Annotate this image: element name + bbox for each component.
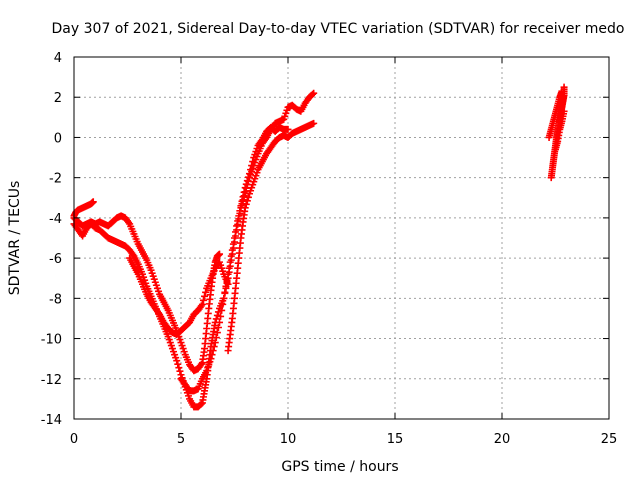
data-point	[89, 198, 97, 206]
data-point	[212, 334, 220, 342]
data-point	[218, 306, 226, 314]
data-point	[232, 228, 240, 236]
data-point	[155, 309, 163, 317]
y-axis-title: SDTVAR / TECUs	[7, 181, 23, 296]
data-point	[248, 162, 256, 170]
data-point	[202, 288, 210, 296]
data-point	[244, 173, 252, 181]
data-point	[197, 360, 205, 368]
data-point	[560, 83, 568, 91]
data-point	[222, 282, 230, 290]
data-point	[175, 364, 183, 372]
x-tick-label: 20	[494, 432, 511, 447]
data-point	[199, 296, 207, 304]
data-point	[225, 264, 233, 272]
series-5	[545, 83, 568, 182]
data-point	[234, 217, 242, 225]
data-point	[226, 258, 234, 266]
data-point	[209, 347, 217, 355]
data-point	[197, 302, 205, 310]
data-point	[239, 193, 247, 201]
data-point	[212, 315, 220, 323]
data-points	[70, 83, 568, 411]
data-point	[216, 250, 224, 258]
data-point	[176, 367, 184, 375]
data-point	[560, 107, 568, 115]
chart-title: Day 307 of 2021, Sidereal Day-to-day VTE…	[52, 21, 625, 37]
data-point	[211, 339, 219, 347]
data-point	[227, 252, 235, 260]
series-3	[126, 119, 318, 355]
data-point	[208, 351, 216, 359]
data-point	[240, 188, 248, 196]
axis-ticks: 0 5 10 15 20 25 -14 -12 -10 -8 -6 -4 -2 0 2 4	[41, 51, 618, 447]
data-point	[129, 251, 137, 259]
x-tick-label: 5	[177, 432, 185, 447]
data-point	[236, 207, 244, 215]
y-tick-label: 0	[54, 131, 62, 146]
data-point	[237, 202, 245, 210]
data-point	[229, 240, 237, 248]
data-point	[235, 212, 243, 220]
data-point	[284, 125, 292, 133]
series-2	[70, 198, 224, 375]
data-point	[310, 89, 318, 97]
y-tick-label: -4	[49, 212, 62, 227]
x-axis-title: GPS time / hours	[281, 459, 398, 475]
data-point	[220, 294, 228, 302]
data-point	[233, 222, 241, 230]
y-tick-label: -12	[41, 373, 62, 388]
data-point	[249, 158, 257, 166]
data-point	[198, 300, 206, 308]
series-4	[177, 123, 292, 395]
data-point	[241, 204, 249, 212]
data-point	[242, 200, 250, 208]
data-point	[242, 180, 250, 188]
data-point	[310, 119, 318, 127]
data-point	[214, 308, 222, 316]
data-point	[125, 218, 133, 226]
data-point	[221, 288, 229, 296]
data-point	[197, 400, 205, 408]
data-point	[231, 234, 238, 242]
data-point	[173, 357, 181, 365]
grid	[74, 57, 609, 419]
data-point	[219, 300, 227, 308]
y-tick-label: 2	[54, 91, 62, 106]
x-tick-label: 10	[280, 432, 297, 447]
y-tick-label: -2	[49, 172, 62, 187]
y-tick-label: -10	[41, 333, 62, 348]
data-point	[214, 323, 222, 331]
data-point	[245, 170, 253, 178]
x-tick-label: 0	[70, 432, 78, 447]
data-point	[217, 312, 225, 320]
data-point	[558, 87, 566, 95]
data-point	[257, 137, 265, 145]
data-point	[201, 292, 209, 300]
plot-frame	[73, 56, 610, 420]
y-tick-label: -6	[49, 252, 62, 267]
data-point	[224, 270, 232, 278]
data-point	[213, 329, 221, 337]
data-point	[223, 276, 231, 284]
data-point	[174, 360, 182, 368]
data-point	[228, 246, 236, 254]
data-point	[210, 343, 218, 351]
data-point	[216, 318, 224, 326]
data-point	[243, 177, 251, 185]
data-point	[247, 166, 255, 174]
data-point	[241, 184, 249, 192]
data-point	[238, 197, 246, 205]
x-tick-label: 25	[601, 432, 618, 447]
y-tick-label: 4	[54, 51, 62, 66]
data-point	[207, 355, 215, 363]
data-point	[213, 311, 221, 319]
x-tick-label: 15	[387, 432, 404, 447]
y-tick-label: -8	[49, 292, 62, 307]
data-point	[309, 90, 317, 98]
y-tick-label: -14	[41, 413, 62, 428]
